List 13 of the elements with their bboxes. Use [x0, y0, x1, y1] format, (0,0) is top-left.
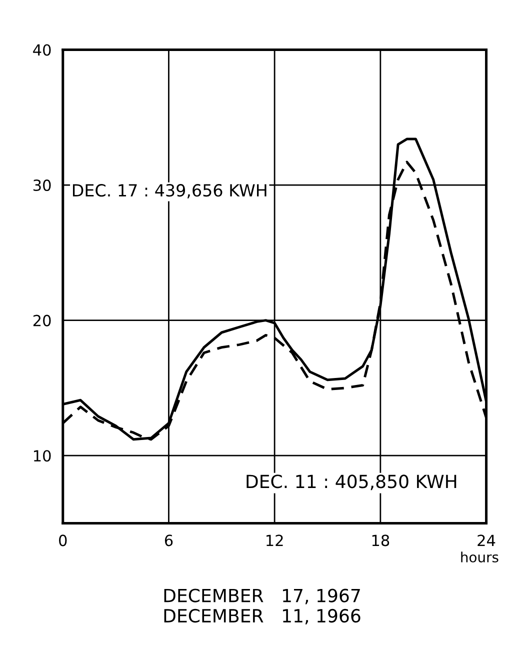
y-tick-label: 20 — [33, 314, 51, 326]
y-tick-label: 30 — [33, 180, 51, 192]
text: DECEMBER 17, 1967 DECEMBER 11, 1966 — [164, 588, 360, 624]
y-tick-label: 40 — [33, 44, 51, 56]
x-tick-label: 12 — [266, 534, 283, 546]
annotation: DEC. 17 : 439,656 KWH — [72, 184, 266, 198]
x-tick-label: 0 — [59, 534, 67, 546]
x-axis-title: hours — [461, 552, 498, 562]
y-tick-label: 10 — [34, 450, 51, 462]
x-tick-label: 6 — [164, 534, 173, 546]
annotation: DEC. 11 : 405,850 KWH — [246, 474, 456, 490]
x-tick-label: 18 — [372, 534, 390, 546]
x-tick-label: 24 — [478, 534, 496, 546]
